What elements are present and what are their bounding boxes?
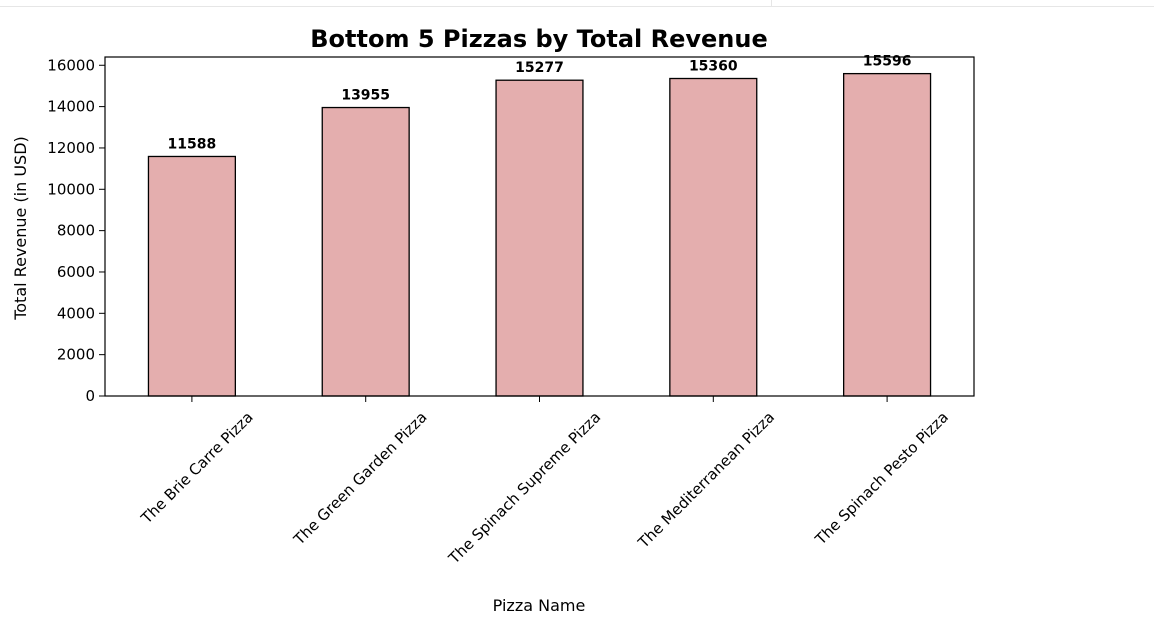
data-label: 15360 <box>689 58 738 74</box>
x-tick-label: The Green Garden Pizza <box>290 408 431 549</box>
data-label: 15596 <box>863 54 912 70</box>
chart-title: Bottom 5 Pizzas by Total Revenue <box>310 25 767 53</box>
y-tick-label: 12000 <box>47 139 95 157</box>
data-label: 11588 <box>168 136 217 152</box>
y-tick-label: 2000 <box>57 346 95 364</box>
y-axis: 0 2000 4000 6000 8000 10000 12000 14000 16000 <box>47 56 105 405</box>
y-tick-label: 14000 <box>47 98 95 116</box>
y-axis-label: Total Revenue (in USD) <box>11 136 30 321</box>
y-tick-label: 8000 <box>57 222 95 240</box>
bars-group <box>147 72 932 397</box>
y-tick-label: 4000 <box>57 304 95 322</box>
bar <box>843 72 932 397</box>
data-label: 15277 <box>515 60 564 76</box>
data-label: 13955 <box>341 88 390 104</box>
bar <box>495 79 584 397</box>
cell-divider-tick <box>771 0 772 6</box>
x-axis: The Brie Carre Pizza The Green Garden Piz… <box>137 396 952 568</box>
y-tick-label: 16000 <box>47 56 95 74</box>
y-tick-label: 0 <box>85 387 95 405</box>
x-tick-label: The Spinach Pesto Pizza <box>811 408 952 549</box>
y-tick-label: 10000 <box>47 180 95 198</box>
x-axis-label: Pizza Name <box>493 596 586 615</box>
bar <box>669 77 758 397</box>
bar <box>321 106 410 397</box>
cell-divider <box>0 6 1154 7</box>
y-tick-label: 6000 <box>57 263 95 281</box>
x-tick-label: The Spinach Supreme Pizza <box>444 408 604 568</box>
x-tick-label: The Mediterranean Pizza <box>634 408 778 552</box>
data-labels-group: 11588 13955 15277 15360 15596 <box>168 54 912 153</box>
bar <box>147 155 236 397</box>
x-tick-label: The Brie Carre Pizza <box>137 408 257 528</box>
